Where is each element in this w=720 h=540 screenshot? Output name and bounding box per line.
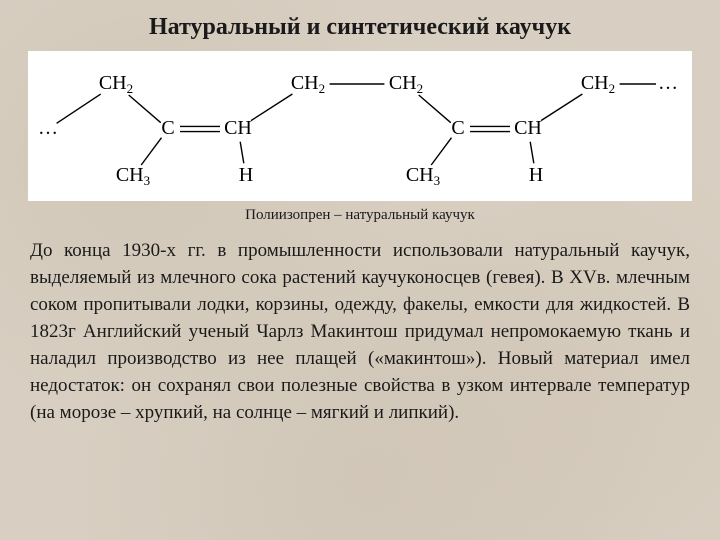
- svg-text:H: H: [529, 164, 543, 186]
- svg-text:C: C: [451, 117, 464, 139]
- page-title: Натуральный и синтетический каучук: [0, 0, 720, 51]
- diagram-caption: Полиизопрен – натуральный каучук: [0, 207, 720, 224]
- svg-text:…: …: [658, 72, 678, 94]
- svg-text:CH2: CH2: [291, 72, 325, 96]
- chem-structure-panel: … CH2 C CH3 CH H CH2 CH2 C CH3 CH H CH2 …: [28, 51, 692, 201]
- svg-text:CH3: CH3: [406, 164, 440, 188]
- svg-text:CH: CH: [224, 117, 252, 139]
- svg-text:C: C: [161, 117, 174, 139]
- svg-text:CH3: CH3: [116, 164, 150, 188]
- svg-text:CH2: CH2: [99, 72, 133, 96]
- svg-text:CH: CH: [514, 117, 542, 139]
- polyisoprene-structure: … CH2 C CH3 CH H CH2 CH2 C CH3 CH H CH2 …: [28, 51, 692, 201]
- svg-text:CH2: CH2: [389, 72, 423, 96]
- body-paragraph: До конца 1930-х гг. в промышленности исп…: [30, 238, 690, 427]
- svg-text:H: H: [239, 164, 253, 186]
- svg-text:…: …: [38, 117, 58, 139]
- svg-text:CH2: CH2: [581, 72, 615, 96]
